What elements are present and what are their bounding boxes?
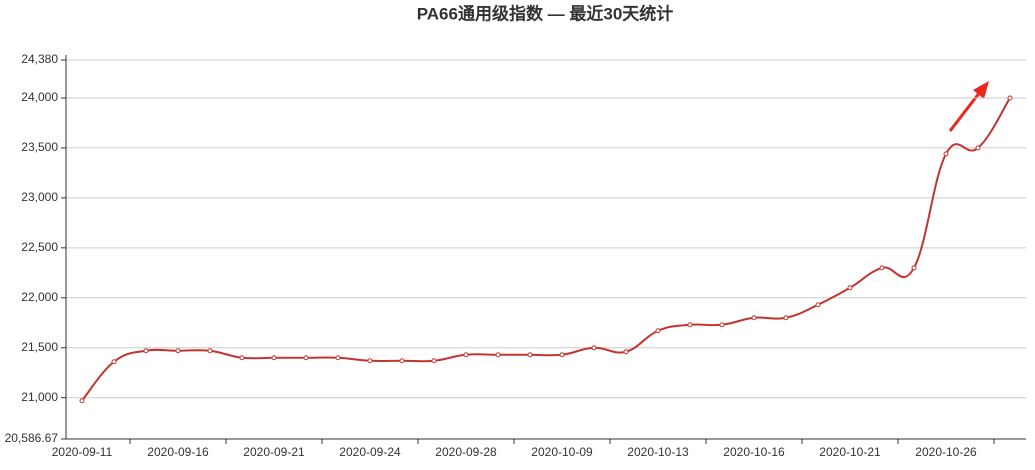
point [783, 315, 789, 321]
x-tick-label: 2020-09-28 [435, 445, 497, 459]
point [207, 348, 213, 354]
x-tick-label: 2020-10-13 [627, 445, 689, 459]
y-tick-label: 22,000 [21, 290, 58, 304]
point [559, 352, 565, 358]
point [879, 265, 885, 271]
point [655, 328, 661, 334]
chart-title: PA66通用级指数 — 最近30天统计 [417, 3, 674, 23]
point [495, 352, 501, 358]
point [751, 315, 757, 321]
x-tick-label: 2020-09-11 [52, 445, 113, 459]
point [175, 348, 181, 354]
point [239, 355, 245, 361]
point [431, 358, 437, 364]
point [527, 352, 533, 358]
point [111, 359, 117, 365]
line [81, 97, 1011, 402]
point [911, 265, 917, 271]
point [1007, 95, 1013, 101]
y-tick-label: 21,500 [21, 340, 58, 354]
y-tick-label: 23,000 [21, 190, 58, 204]
point [271, 355, 277, 361]
y-tick-label: 23,500 [21, 140, 58, 154]
point [847, 285, 853, 291]
x-tick-label: 2020-10-16 [723, 445, 785, 459]
x-tick-label: 2020-10-26 [915, 445, 977, 459]
y-tick-label: 22,500 [21, 240, 58, 254]
y-tick-label: 20,586.67 [5, 431, 59, 445]
point [399, 358, 405, 364]
point [815, 302, 821, 308]
arrow-annotation [948, 81, 989, 132]
point [463, 352, 469, 358]
x-tick-label: 2020-09-21 [243, 445, 305, 459]
point [367, 358, 373, 364]
point [79, 398, 85, 404]
point [303, 355, 309, 361]
x-tick-label: 2020-09-16 [147, 445, 209, 459]
y-tick-label: 21,000 [21, 390, 58, 404]
point [975, 145, 981, 151]
point [719, 322, 725, 328]
x-tick-label: 2020-10-21 [819, 445, 881, 459]
point [943, 151, 949, 157]
x-tick-label: 2020-10-09 [531, 445, 593, 459]
point [687, 322, 693, 328]
x-tick-label: 2020-09-24 [339, 445, 401, 459]
point [143, 348, 149, 354]
point [335, 355, 341, 361]
y-tick-label: 24,000 [21, 90, 58, 104]
point [591, 345, 597, 351]
y-tick-label: 24,380 [21, 52, 58, 66]
point [623, 349, 629, 355]
